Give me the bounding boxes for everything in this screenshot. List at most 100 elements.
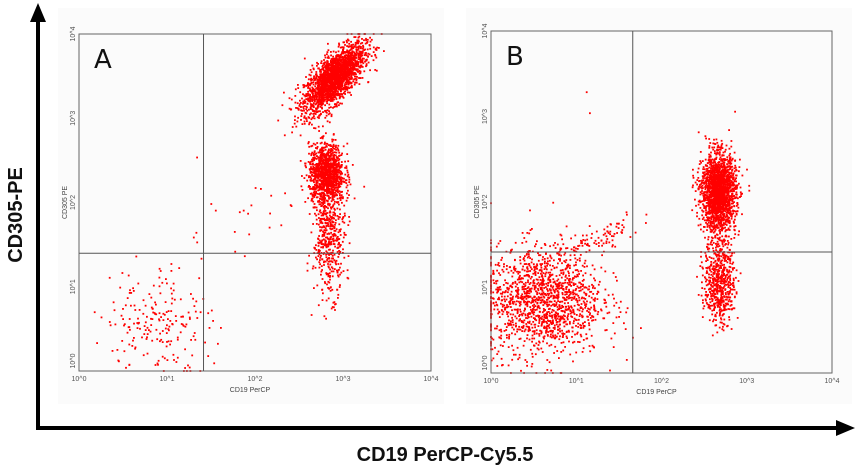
event-dot: [355, 78, 358, 80]
event-dot: [342, 216, 345, 218]
event-dot: [339, 273, 341, 276]
event-dot: [696, 183, 698, 186]
event-dot: [346, 269, 349, 272]
event-dot: [347, 53, 350, 55]
event-dot: [324, 80, 327, 83]
event-dot: [324, 77, 327, 79]
event-dot: [295, 107, 297, 109]
event-dot: [305, 85, 307, 87]
event-dot: [356, 76, 358, 78]
event-dot: [328, 80, 331, 83]
event-dot: [319, 263, 321, 266]
event-dot: [181, 315, 184, 318]
event-dot: [325, 181, 328, 184]
event-dot: [325, 153, 328, 155]
event-dot: [338, 154, 341, 157]
event-dot: [294, 115, 296, 118]
event-dot: [351, 71, 354, 73]
event-dot: [326, 183, 328, 186]
event-dot: [313, 79, 316, 82]
event-dot: [748, 189, 751, 192]
event-dot: [302, 93, 304, 96]
event-dot: [332, 180, 334, 183]
event-dot: [307, 186, 310, 188]
event-dot: [333, 200, 336, 203]
event-dot: [322, 71, 325, 74]
event-dot: [330, 185, 333, 187]
event-dot: [346, 72, 349, 75]
event-dot: [337, 69, 340, 72]
event-dot: [710, 218, 713, 221]
event-dot: [324, 194, 327, 197]
event-dot: [331, 169, 334, 172]
event-dot: [312, 175, 315, 177]
event-dot: [133, 322, 135, 325]
event-dot: [343, 256, 346, 259]
event-dot: [327, 180, 330, 183]
event-dot: [317, 151, 320, 154]
event-dot: [316, 179, 319, 182]
event-dot: [331, 61, 334, 63]
event-dot: [320, 243, 323, 245]
event-dot: [327, 49, 330, 52]
event-dot: [334, 189, 337, 192]
event-dot: [344, 83, 346, 86]
event-dot: [343, 61, 346, 64]
event-dot: [324, 158, 327, 161]
event-dot: [316, 88, 319, 91]
event-dot: [718, 168, 721, 171]
event-dot: [191, 354, 194, 357]
event-dot: [326, 90, 328, 93]
event-dot: [315, 192, 317, 194]
event-dot: [325, 111, 328, 114]
event-dot: [338, 176, 340, 179]
event-dot: [716, 186, 719, 189]
event-dot: [142, 354, 145, 357]
event-dot: [313, 77, 315, 80]
event-dot: [345, 75, 347, 77]
event-dot: [338, 74, 341, 77]
event-dot: [731, 157, 734, 160]
event-dot: [326, 218, 328, 220]
event-dot: [364, 42, 367, 45]
event-dot: [727, 199, 730, 201]
event-dot: [350, 61, 353, 63]
event-dot: [361, 54, 363, 57]
event-dot: [334, 93, 337, 95]
event-dot: [310, 166, 312, 168]
event-dot: [737, 206, 740, 209]
event-dot: [328, 178, 331, 180]
event-dot: [330, 240, 333, 243]
event-dot: [328, 183, 330, 186]
event-dot: [281, 104, 284, 107]
event-dot: [347, 54, 350, 57]
event-dot: [132, 290, 135, 292]
event-dot: [338, 286, 341, 288]
event-dot: [340, 183, 343, 185]
event-dot: [330, 188, 333, 191]
event-dot: [318, 115, 321, 117]
event-dot: [332, 165, 335, 168]
event-dot: [165, 345, 168, 348]
event-dot: [334, 85, 336, 88]
event-dot: [326, 102, 328, 105]
event-dot: [155, 303, 157, 306]
event-dot: [288, 107, 291, 110]
event-dot: [366, 42, 368, 44]
event-dot: [318, 98, 321, 101]
event-dot: [335, 172, 337, 174]
event-dot: [194, 310, 197, 313]
event-dot: [725, 213, 728, 216]
event-dot: [320, 170, 323, 173]
event-dot: [331, 163, 334, 165]
event-dot: [317, 238, 320, 240]
event-dot: [166, 341, 168, 343]
event-dot: [329, 214, 331, 217]
event-dot: [348, 181, 351, 183]
event-dot: [133, 304, 136, 307]
event-dot: [720, 139, 723, 142]
event-dot: [337, 184, 340, 187]
event-dot: [325, 179, 328, 182]
event-dot: [339, 250, 342, 253]
event-dot: [322, 181, 324, 183]
